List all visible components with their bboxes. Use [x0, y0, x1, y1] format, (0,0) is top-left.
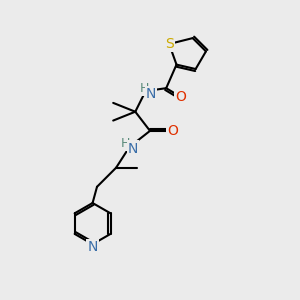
- Text: O: O: [167, 124, 178, 138]
- Text: N: N: [128, 142, 138, 155]
- Text: S: S: [165, 37, 173, 51]
- Text: H: H: [140, 82, 149, 95]
- Text: O: O: [176, 90, 186, 104]
- Text: N: N: [146, 87, 156, 101]
- Text: N: N: [87, 240, 98, 254]
- Text: H: H: [121, 137, 130, 150]
